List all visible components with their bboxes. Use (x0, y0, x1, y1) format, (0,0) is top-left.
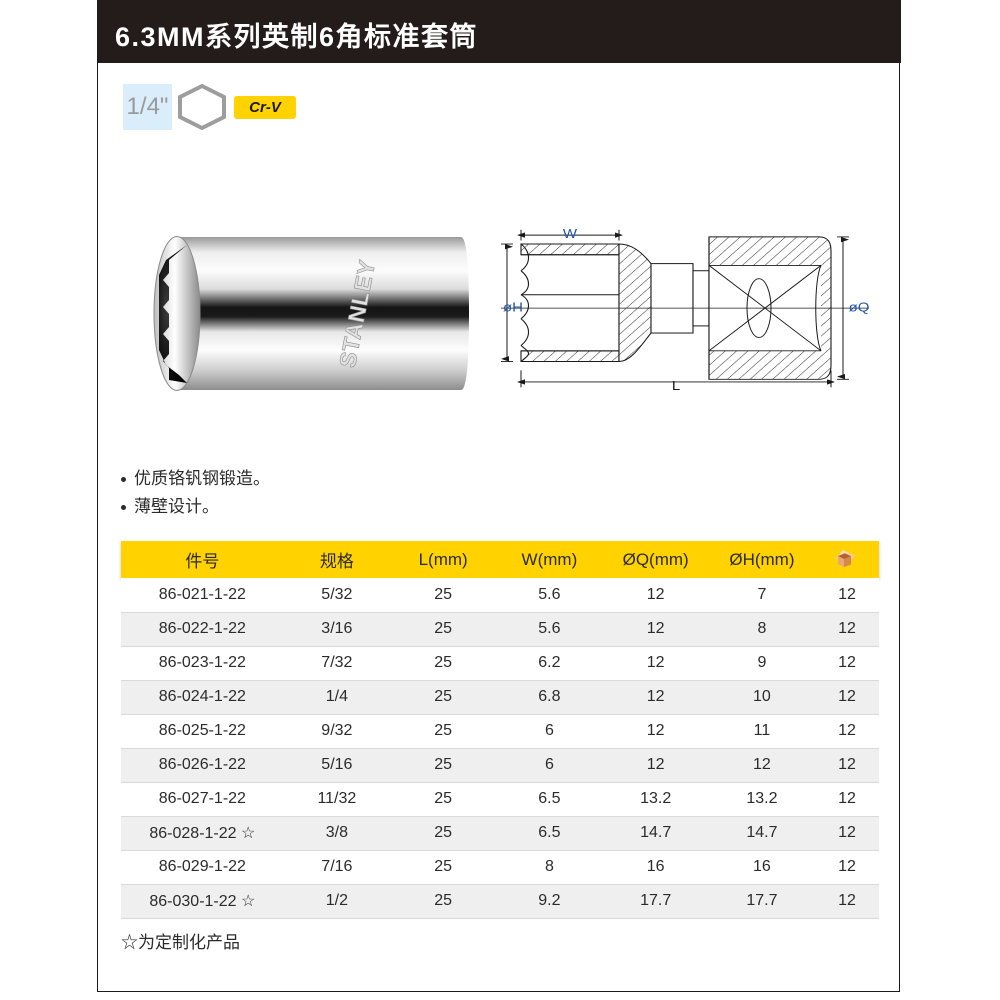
svg-text:W: W (563, 228, 578, 242)
svg-text:øH: øH (503, 300, 523, 315)
svg-text:øQ: øQ (849, 300, 869, 315)
svg-text:L: L (672, 379, 680, 390)
